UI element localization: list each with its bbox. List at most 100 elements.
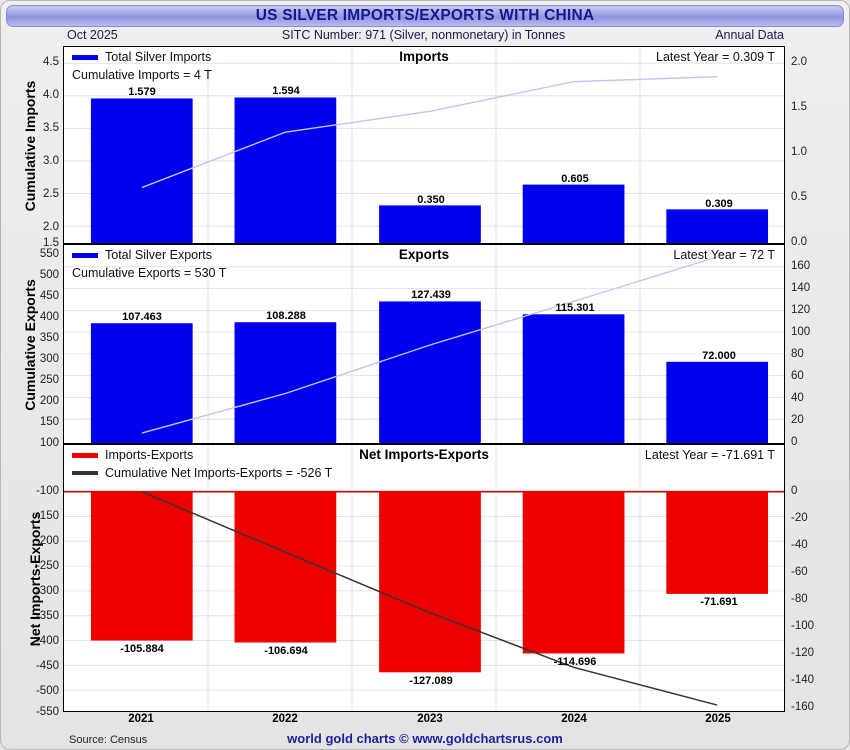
bar-label: 0.350 <box>417 194 445 206</box>
axis-tick: -250 <box>35 560 59 572</box>
legend-net-cumulative: Cumulative Net Imports-Exports = -526 T <box>72 466 332 480</box>
axis-tick: 2.0 <box>43 221 59 233</box>
report-frequency: Annual Data <box>715 28 784 42</box>
axis-tick: 3.5 <box>43 122 59 135</box>
axis-tick: -40 <box>791 539 808 551</box>
x-axis-tick: 2023 <box>417 713 443 725</box>
imports-plot-svg <box>64 47 784 243</box>
axis-tick: 350 <box>39 332 59 344</box>
axis-tick: 0.0 <box>791 236 807 249</box>
bar-label: -105.884 <box>120 643 164 655</box>
legend-swatch-icon <box>72 471 98 475</box>
axis-tick: 0 <box>791 485 798 497</box>
axis-tick: 4.5 <box>43 56 59 69</box>
exports-cumulative-line <box>141 256 718 434</box>
bar-label: 115.301 <box>555 302 595 314</box>
legend-swatch-icon <box>72 452 98 458</box>
axis-tick: 200 <box>39 395 59 407</box>
latest-year-exports: Latest Year = 72 T <box>673 248 775 262</box>
bar-label: 127.439 <box>411 289 451 301</box>
axis-tick: 80 <box>791 348 804 360</box>
axis-tick: 1.5 <box>43 237 59 249</box>
plot-area-imports <box>64 47 784 243</box>
bar-label: -127.089 <box>409 675 453 687</box>
panel-heading-net: Net Imports-Exports <box>359 447 489 462</box>
axis-tick: 160 <box>791 260 811 272</box>
legend-label-net: Imports-Exports <box>105 448 194 462</box>
axis-tick: -140 <box>791 674 815 686</box>
axis-tick: 150 <box>39 416 59 428</box>
chart-panel-imports: Total Silver Imports Cumulative Imports … <box>63 46 785 244</box>
window-titlebar: US SILVER IMPORTS/EXPORTS WITH CHINA <box>6 5 844 27</box>
axis-tick: -160 <box>791 701 815 713</box>
axis-tick: -550 <box>35 706 59 718</box>
axis-title-net-imports-exports: Net Imports-Exports <box>27 511 43 647</box>
legend-exports: Total Silver Exports <box>72 248 212 262</box>
imports-bars <box>90 97 769 243</box>
axis-tick: 60 <box>791 370 804 382</box>
right-axis-net: 0 -20 -40 -60 -80 -100 -120 -140 -160 <box>791 444 831 713</box>
plot-area-net <box>64 445 784 711</box>
plot-area-exports <box>64 245 784 443</box>
chart-panel-exports: Total Silver Exports Cumulative Exports … <box>63 244 785 444</box>
legend-swatch-icon <box>72 54 98 60</box>
bar-label: 107.463 <box>122 311 162 323</box>
chart-subheader: Oct 2025 SITC Number: 971 (Silver, nonmo… <box>61 28 786 45</box>
axis-tick: 4.0 <box>43 89 59 102</box>
axis-tick: -350 <box>35 610 59 622</box>
x-axis-tick: 2025 <box>705 713 731 725</box>
bar-label: -71.691 <box>700 596 738 608</box>
right-axis-imports: 2.0 1.5 1.0 0.5 0.0 <box>791 46 831 248</box>
net-plot-svg <box>64 445 784 711</box>
axis-tick: -100 <box>791 620 815 632</box>
axis-tick: -60 <box>791 566 808 578</box>
legend-imports: Total Silver Imports <box>72 50 211 64</box>
axis-tick: -450 <box>35 660 59 672</box>
axis-tick: 300 <box>39 353 59 365</box>
axis-tick: 550 <box>39 248 59 260</box>
axis-tick: -100 <box>35 485 59 497</box>
net-bars <box>90 491 769 673</box>
x-axis-tick: 2022 <box>272 713 298 725</box>
latest-year-imports: Latest Year = 0.309 T <box>656 50 775 64</box>
latest-year-net: Latest Year = -71.691 T <box>644 448 775 462</box>
axis-tick: 2.0 <box>791 56 807 69</box>
credit-label: world gold charts © www.goldchartsrus.co… <box>287 731 563 746</box>
net-cumulative-line <box>141 490 718 706</box>
bar-label: 0.309 <box>705 198 733 210</box>
x-axis-tick: 2024 <box>561 713 587 725</box>
axis-title-cumulative-imports: Cumulative Imports <box>22 80 38 212</box>
axis-tick: -80 <box>791 593 808 605</box>
report-date: Oct 2025 <box>67 28 118 42</box>
left-axis-exports: 550 500 450 400 350 300 250 200 150 100 <box>17 244 59 449</box>
source-label: Source: Census <box>69 734 148 746</box>
bar-label: 0.605 <box>561 173 589 185</box>
axis-tick: 0 <box>791 436 798 448</box>
exports-plot-svg <box>64 245 784 443</box>
x-axis: 2021 2022 2023 2024 2025 <box>63 713 785 731</box>
bar-label: 108.288 <box>266 310 306 322</box>
bar-label: 1.594 <box>272 85 300 97</box>
bar-label: 72.000 <box>702 350 736 362</box>
panel-heading-imports: Imports <box>399 49 449 64</box>
legend-label-exports: Total Silver Exports <box>105 248 212 262</box>
bar-label: -114.696 <box>553 656 597 668</box>
axis-tick: 0.5 <box>791 191 807 204</box>
axis-tick: 140 <box>791 282 811 294</box>
axis-tick: 40 <box>791 392 804 404</box>
legend-net-bars: Imports-Exports <box>72 448 193 462</box>
axis-tick: -120 <box>791 647 815 659</box>
panel-heading-exports: Exports <box>398 247 450 262</box>
axis-tick: 100 <box>791 326 811 338</box>
legend-label-imports: Total Silver Imports <box>105 50 212 64</box>
bar-label: 1.579 <box>128 86 156 98</box>
axis-tick: -150 <box>35 510 59 522</box>
axis-tick: 500 <box>39 269 59 281</box>
axis-tick: 250 <box>39 374 59 386</box>
left-axis-net: -100 -150 -200 -250 -300 -350 -400 -450 … <box>17 444 59 718</box>
axis-tick: 3.0 <box>43 155 59 168</box>
report-subtitle: SITC Number: 971 (Silver, nonmonetary) i… <box>281 28 566 42</box>
axis-tick: -200 <box>35 535 59 547</box>
axis-tick: 100 <box>39 437 59 449</box>
